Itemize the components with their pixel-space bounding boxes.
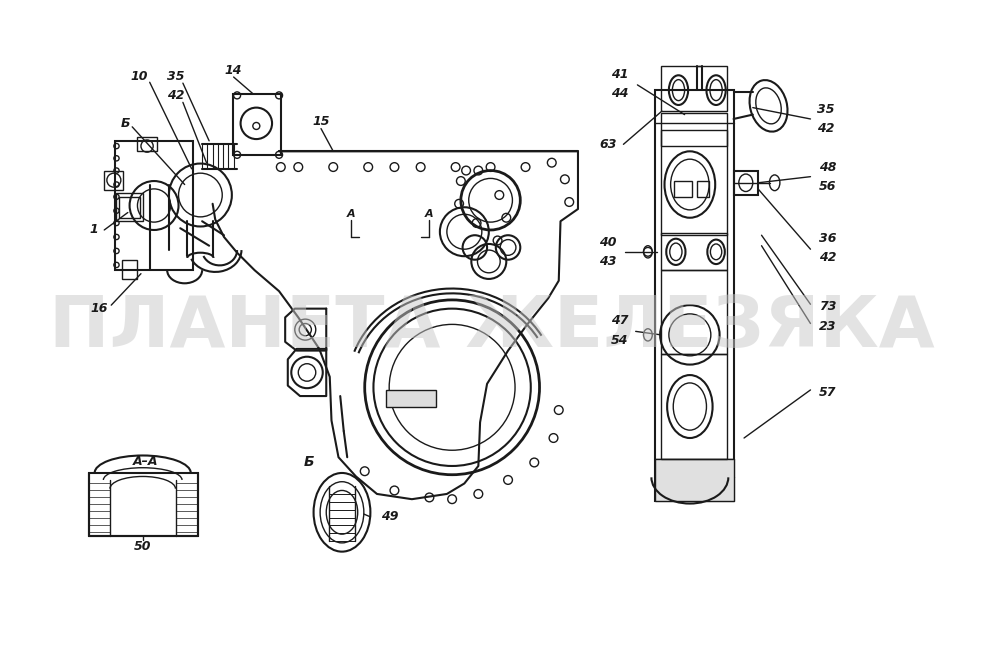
Bar <box>661 270 727 354</box>
Bar <box>122 260 138 279</box>
Text: ПЛАНЕТА ЖЕЛЕЗЯКА: ПЛАНЕТА ЖЕЛЕЗЯКА <box>48 292 934 362</box>
Bar <box>655 459 733 501</box>
Bar <box>661 113 727 146</box>
Bar <box>138 137 156 151</box>
Text: А: А <box>346 209 355 219</box>
Bar <box>733 171 758 195</box>
Text: 36: 36 <box>819 232 837 245</box>
Text: 50: 50 <box>134 540 151 553</box>
Text: Б: Б <box>121 117 130 130</box>
Bar <box>674 181 692 197</box>
Text: А: А <box>425 209 434 219</box>
Bar <box>697 181 709 197</box>
Bar <box>233 94 281 155</box>
Bar <box>655 90 733 501</box>
Text: 73: 73 <box>819 300 837 313</box>
Text: 1: 1 <box>89 224 98 237</box>
Bar <box>116 194 143 221</box>
Text: 35: 35 <box>167 69 185 82</box>
Text: 48: 48 <box>819 160 837 173</box>
Bar <box>104 171 124 190</box>
Bar <box>661 354 727 459</box>
Bar <box>119 197 140 218</box>
Bar <box>661 130 727 235</box>
Bar <box>88 473 198 536</box>
Text: 23: 23 <box>819 320 837 333</box>
Text: Б: Б <box>304 455 315 469</box>
Text: 47: 47 <box>611 315 629 328</box>
Text: 42: 42 <box>167 89 185 102</box>
Bar <box>661 65 727 111</box>
Text: 15: 15 <box>313 115 329 128</box>
Text: 10: 10 <box>131 69 148 82</box>
Text: 42: 42 <box>819 251 837 264</box>
Bar <box>661 233 727 270</box>
Text: 16: 16 <box>90 302 108 315</box>
Text: А–А: А–А <box>133 455 158 468</box>
Text: 44: 44 <box>611 87 629 100</box>
Text: 41: 41 <box>611 68 629 81</box>
Text: 56: 56 <box>819 180 837 193</box>
Text: 42: 42 <box>818 122 835 135</box>
Text: 49: 49 <box>381 510 399 523</box>
Text: 14: 14 <box>225 63 243 77</box>
Text: 63: 63 <box>599 138 616 151</box>
Text: 43: 43 <box>599 255 616 268</box>
Text: 40: 40 <box>599 235 616 249</box>
Text: 54: 54 <box>611 334 629 347</box>
Bar <box>385 390 436 407</box>
Bar <box>115 141 194 270</box>
Text: 35: 35 <box>818 103 835 116</box>
Text: 57: 57 <box>819 386 837 399</box>
